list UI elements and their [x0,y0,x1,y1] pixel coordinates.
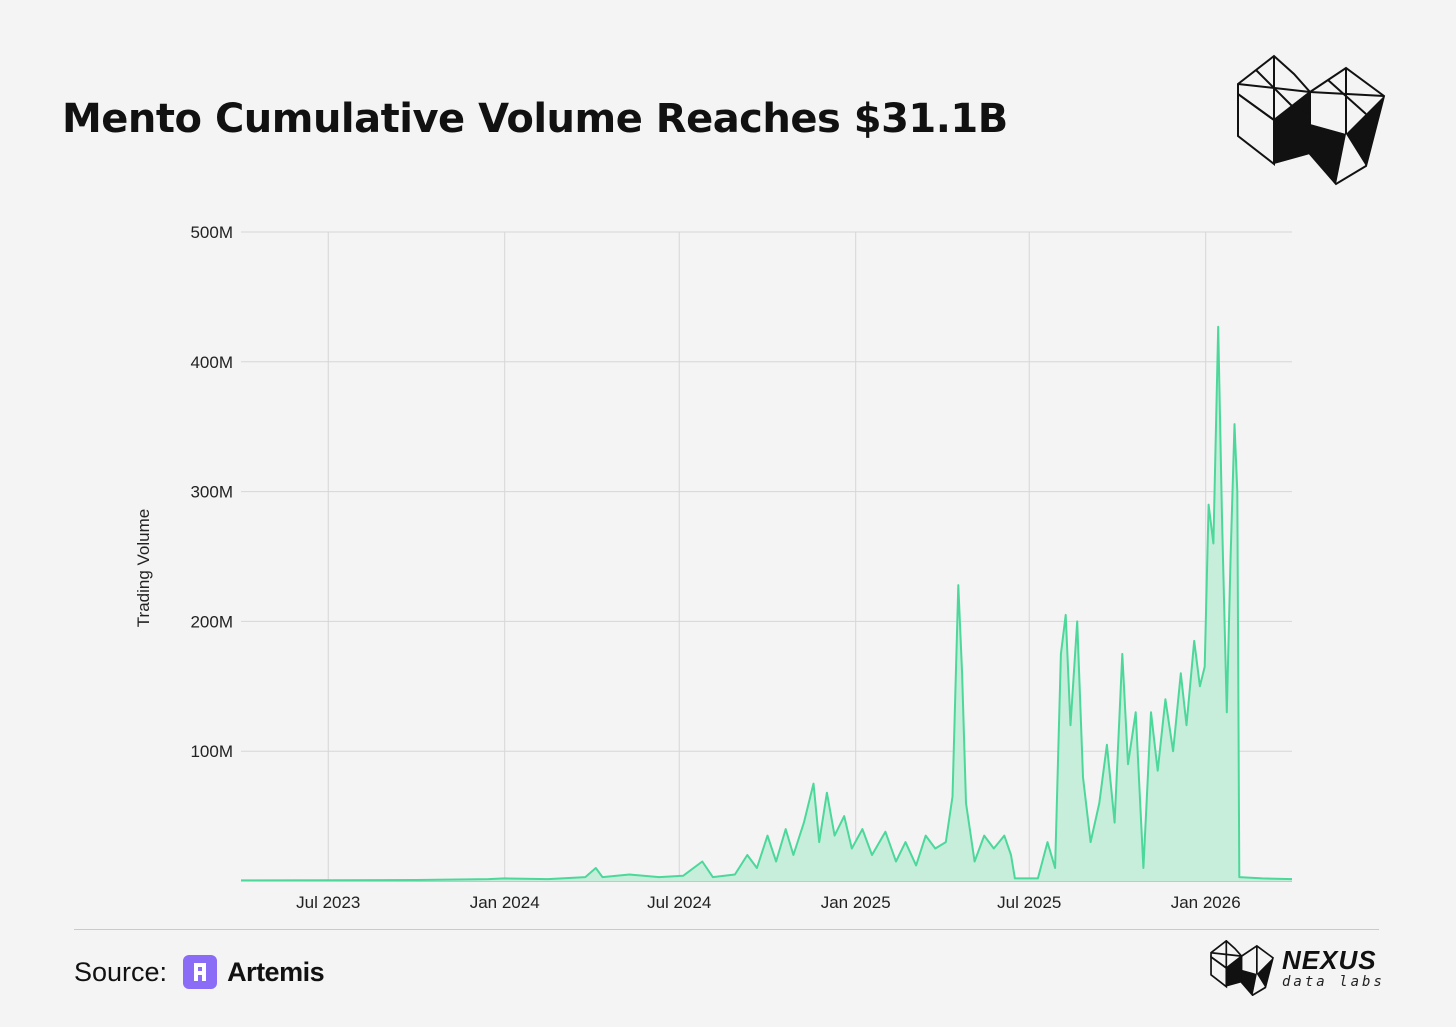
y-axis-label: Trading Volume [134,509,153,627]
chart: 100M 200M 300M 400M 500M Jul 2023 Jan 2024 Jul… [134,223,1293,912]
x-tick-label: Jan 2026 [1171,893,1241,912]
x-tick-label: Jan 2025 [821,893,891,912]
series-area [241,326,1292,881]
grid [241,231,1292,882]
y-tick-label: 200M [190,612,233,631]
series-line [240,325,1293,882]
y-tick-label: 500M [190,223,233,242]
source-name: Artemis [227,956,325,987]
nexus-brand: NEXUS data labs [1210,940,1385,996]
page-title: Mento Cumulative Volume Reaches $31.1B [62,96,1008,142]
x-tick-label: Jul 2025 [997,893,1061,912]
y-tick-label: 100M [190,742,233,761]
y-tick-label: 300M [190,483,233,502]
artemis-logo-icon [183,955,218,989]
nexus-logo-icon [1237,54,1386,186]
footer-divider [74,929,1379,930]
nexus-name: NEXUS [1282,945,1377,975]
nexus-small-logo-icon [1210,940,1274,996]
nexus-subtitle: data labs [1282,974,1385,990]
y-tick-label: 400M [190,353,233,372]
source-label: Source: [74,956,168,987]
x-tick-label: Jul 2024 [647,893,711,912]
source-credit: Source: Artemis [74,955,325,989]
x-tick-label: Jul 2023 [296,893,360,912]
x-tick-label: Jan 2024 [470,893,540,912]
